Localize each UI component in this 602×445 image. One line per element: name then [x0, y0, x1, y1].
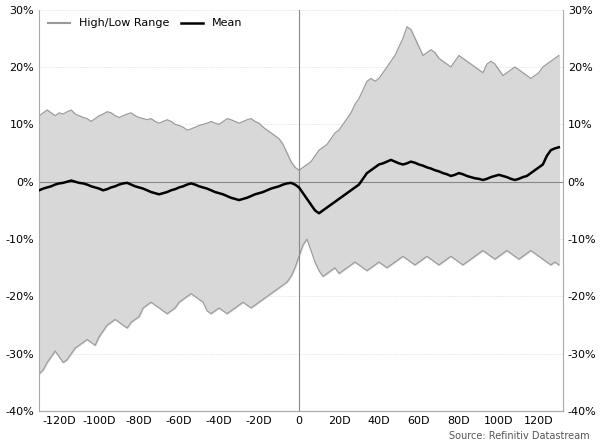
- Text: Source: Refinitiv Datastream: Source: Refinitiv Datastream: [449, 431, 590, 441]
- Legend: High/Low Range, Mean: High/Low Range, Mean: [45, 15, 246, 32]
